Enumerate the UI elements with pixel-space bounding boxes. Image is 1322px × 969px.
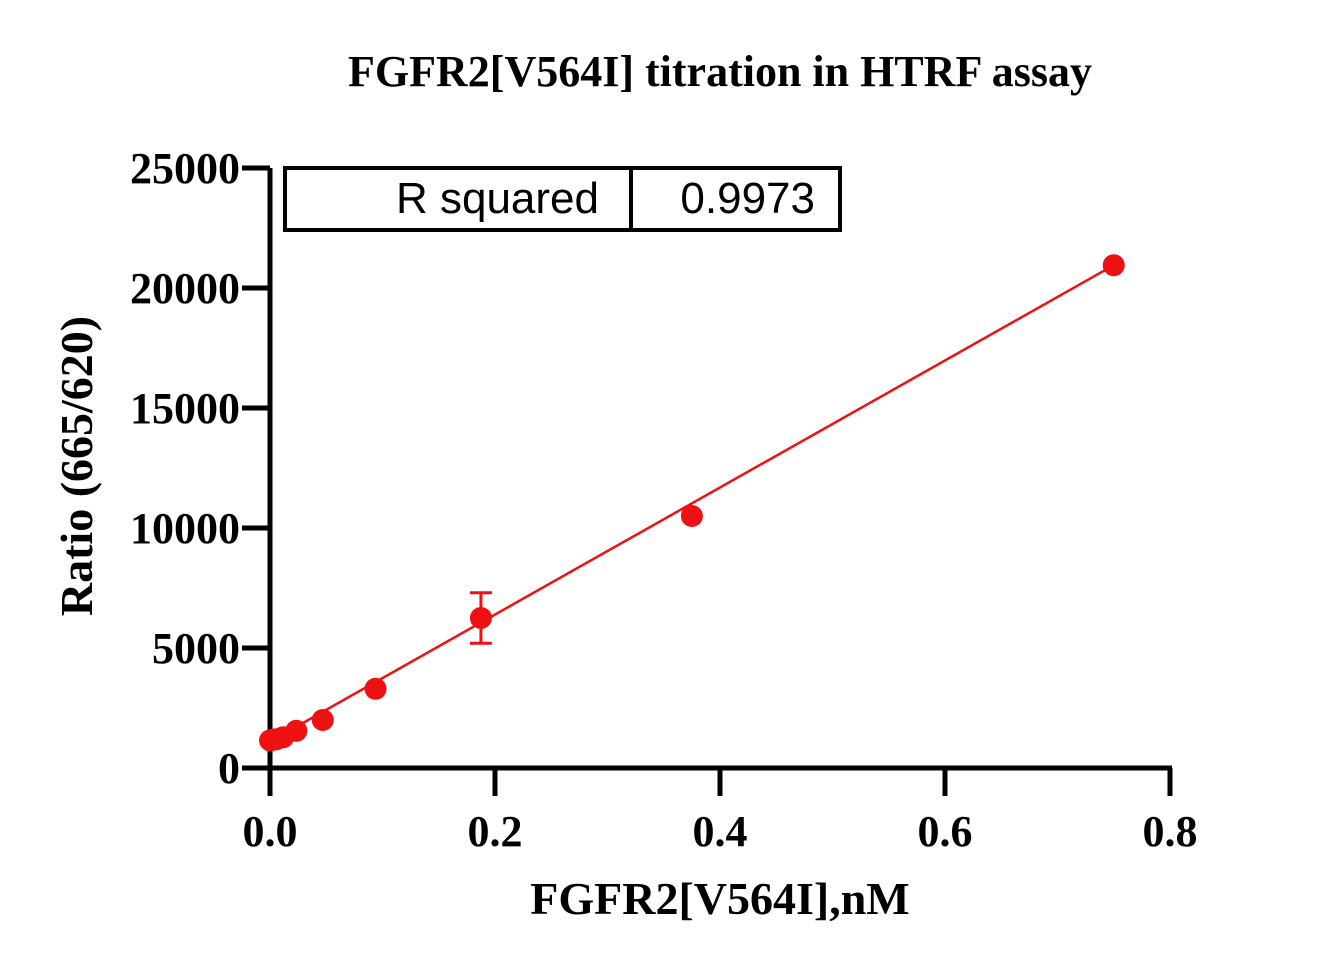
- stats-box-label: R squared: [396, 174, 599, 223]
- axes: 0 5000 10000 15000 20000 25000 0.0 0.2 0.4 0.6 0.8: [130, 144, 1198, 856]
- y-tick-label: 20000: [130, 264, 240, 313]
- x-axis-label: FGFR2[V564I],nM: [530, 873, 909, 924]
- data-point: [311, 709, 334, 731]
- stats-box-frame: [283, 166, 842, 232]
- y-tick-label: 15000: [130, 384, 240, 433]
- data-point: [364, 677, 387, 700]
- x-tick-label: 0.2: [468, 807, 523, 856]
- data-point: [1102, 254, 1125, 277]
- stats-box: R squared 0.9973: [283, 166, 842, 232]
- x-tick-label: 0.0: [243, 807, 298, 856]
- data-point: [680, 505, 703, 527]
- plot-marks: [259, 254, 1125, 752]
- x-tick-label: 0.6: [918, 807, 973, 856]
- y-tick-label: 25000: [130, 144, 240, 193]
- data-point: [285, 719, 308, 742]
- y-axis-label: Ratio (665/620): [51, 316, 102, 616]
- stats-box-value: 0.9973: [680, 174, 815, 223]
- chart-title: FGFR2[V564I] titration in HTRF assay: [348, 47, 1092, 96]
- y-tick-label: 0: [218, 744, 240, 793]
- x-tick-label: 0.4: [693, 807, 748, 856]
- data-point: [469, 607, 492, 629]
- y-tick-label: 10000: [130, 504, 240, 553]
- x-tick-label: 0.8: [1143, 807, 1198, 856]
- fit-line: [269, 264, 1115, 743]
- y-tick-label: 5000: [152, 624, 240, 673]
